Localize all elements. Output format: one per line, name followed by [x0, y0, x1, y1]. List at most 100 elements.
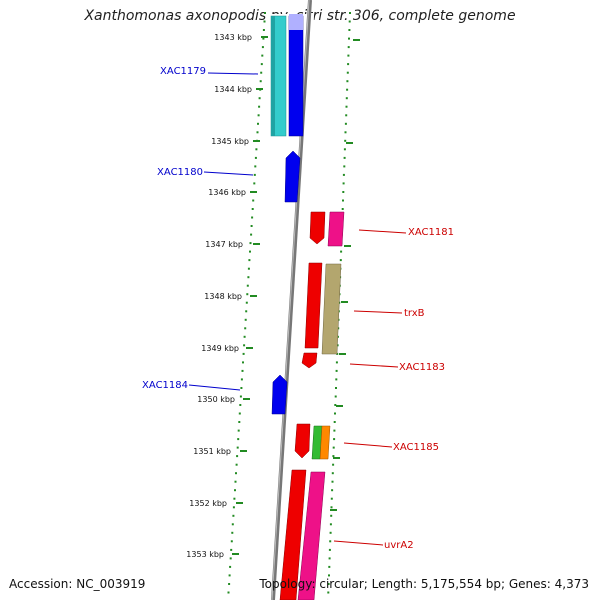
scale-dot — [244, 327, 247, 330]
scale-dot — [333, 421, 336, 423]
scale-dot — [261, 46, 264, 49]
kbp-label-1353: 1353 kbp — [186, 550, 224, 559]
gene-label-XAC1185[interactable]: XAC1185 — [393, 442, 439, 453]
scale-dot — [249, 250, 251, 253]
scale-dot — [329, 523, 332, 526]
gene-XAC1180[interactable] — [284, 150, 301, 203]
scale-dot — [254, 156, 257, 159]
scale-dot — [258, 105, 261, 108]
scale-dot — [232, 514, 235, 517]
scale-dot — [339, 259, 342, 262]
kbp-label-1352: 1352 kbp — [189, 499, 227, 508]
scale-dot — [330, 514, 333, 517]
kbp-label-1346: 1346 kbp — [208, 188, 246, 197]
scale-dot — [327, 591, 330, 594]
kbp-label-1349: 1349 kbp — [201, 344, 239, 353]
scale-dot — [343, 148, 346, 151]
scale-dot — [331, 480, 334, 483]
scale-dot — [346, 80, 349, 83]
scale-dot — [260, 63, 263, 66]
scale-dot — [342, 173, 345, 176]
scale-dot — [264, 12, 266, 14]
scale-dot — [261, 54, 264, 57]
scale-dot — [239, 395, 242, 398]
gene-XAC1179-cyan-shade — [271, 16, 275, 136]
scale-dot — [345, 97, 348, 100]
scale-dot — [236, 455, 239, 458]
scale-dot — [231, 523, 234, 526]
scale-dot — [230, 540, 233, 543]
scale-dot — [263, 20, 266, 23]
scale-dot — [328, 565, 331, 568]
gene-XAC1179-blue[interactable] — [288, 15, 304, 137]
scale-dot — [331, 472, 334, 475]
scale-dot — [344, 122, 347, 125]
kbp-label-1350: 1350 kbp — [197, 395, 235, 404]
scale-dot — [237, 438, 240, 441]
scale-dot — [348, 20, 351, 23]
scale-dot — [331, 489, 334, 492]
gene-label-XAC1180[interactable]: XAC1180 — [157, 167, 203, 178]
gene-uvrA2-red[interactable] — [279, 469, 307, 600]
scale-dot — [348, 29, 351, 31]
scale-dot — [236, 446, 239, 449]
gene-uvrA2-magenta[interactable] — [297, 471, 326, 600]
gene-features — [270, 14, 345, 600]
scale-dot — [245, 310, 248, 313]
scale-dot — [230, 548, 233, 551]
gene-XAC1181-magenta[interactable] — [327, 211, 345, 247]
scale-dot — [247, 276, 250, 279]
kbp-label-1348: 1348 kbp — [204, 292, 242, 301]
gene-label-XAC1181[interactable]: XAC1181 — [408, 227, 454, 238]
scale-dot — [346, 88, 349, 91]
gene-label-XAC1179[interactable]: XAC1179 — [160, 66, 206, 77]
scale-dot — [343, 165, 346, 168]
gene-top-highlight — [289, 14, 303, 30]
gene-label-XAC1183[interactable]: XAC1183 — [399, 362, 445, 373]
gene-XAC1184[interactable] — [271, 374, 288, 415]
scale-dot — [347, 46, 350, 49]
scale-dot — [335, 361, 338, 364]
gene-trxB-red[interactable] — [304, 262, 323, 349]
scale-dot — [228, 583, 231, 585]
gene-XAC1185-red[interactable] — [294, 423, 311, 459]
kbp-ticks — [232, 36, 268, 555]
scale-dot — [245, 301, 248, 304]
scale-dot — [229, 557, 232, 560]
scale-dot — [243, 335, 246, 338]
scale-dot — [257, 114, 260, 117]
scale-dot — [328, 557, 331, 560]
scale-dot — [345, 105, 348, 108]
scale-dot — [253, 173, 256, 176]
scale-dot — [344, 131, 347, 134]
scale-dot — [250, 233, 253, 236]
scale-dot — [255, 148, 258, 151]
scale-dot — [332, 446, 335, 449]
scale-dot — [247, 267, 250, 270]
scale-dot — [257, 122, 259, 125]
gene-XAC1181-red[interactable] — [309, 211, 326, 245]
scale-dot — [243, 344, 246, 347]
gene-XAC1183[interactable] — [301, 352, 318, 369]
scale-dot — [253, 182, 256, 185]
scale-dot — [233, 497, 236, 500]
scale-dot — [231, 531, 234, 534]
scale-dot — [335, 387, 337, 389]
scale-dot — [330, 506, 333, 509]
scale-dot — [330, 497, 333, 500]
scale-dot — [232, 506, 235, 509]
scale-dot — [252, 199, 255, 202]
gene-label-trxB[interactable]: trxB — [404, 308, 425, 319]
kbp-label-1351: 1351 kbp — [193, 447, 231, 456]
scale-dot — [334, 404, 337, 406]
gene-XAC1185-orange[interactable] — [319, 425, 331, 460]
scale-dot — [254, 165, 257, 168]
scale-dot — [239, 404, 242, 406]
scale-dot — [251, 208, 254, 210]
scale-dot — [334, 412, 336, 415]
gene-label-XAC1184[interactable]: XAC1184 — [142, 380, 188, 391]
gene-trxB-olive[interactable] — [321, 263, 342, 355]
scale-dot — [335, 378, 338, 381]
gene-label-uvrA2[interactable]: uvrA2 — [384, 540, 414, 551]
